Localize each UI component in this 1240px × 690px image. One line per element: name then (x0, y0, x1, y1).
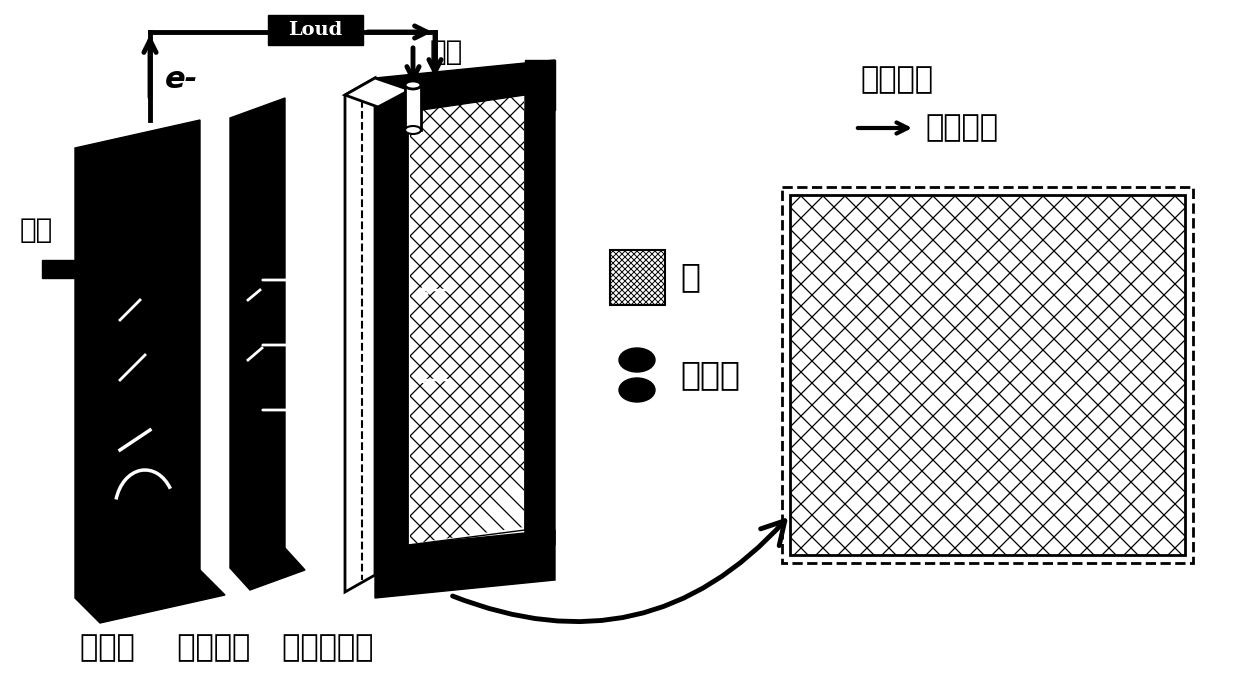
Ellipse shape (619, 348, 655, 372)
Polygon shape (42, 260, 81, 278)
Polygon shape (408, 95, 525, 545)
Bar (610, 250, 665, 305)
Polygon shape (74, 120, 200, 598)
Bar (268, 15, 363, 45)
Text: 出水: 出水 (430, 38, 464, 66)
Polygon shape (525, 95, 556, 545)
Polygon shape (345, 78, 374, 592)
Ellipse shape (405, 81, 422, 89)
Bar (790, 195, 1185, 555)
Ellipse shape (619, 378, 655, 402)
Text: 催化剂: 催化剂 (680, 359, 740, 391)
Text: Loud: Loud (288, 21, 342, 39)
Text: e-: e- (165, 66, 198, 95)
Polygon shape (74, 570, 224, 623)
Polygon shape (374, 112, 408, 548)
Text: 电流方向: 电流方向 (925, 113, 998, 143)
Polygon shape (229, 98, 285, 568)
Text: 阳极室    石英砂室   阴极催化膜: 阳极室 石英砂室 阴极催化膜 (81, 633, 373, 662)
FancyArrowPatch shape (453, 521, 785, 622)
Text: 膜: 膜 (680, 261, 701, 293)
Polygon shape (405, 85, 422, 130)
Text: 水流方向: 水流方向 (861, 66, 932, 95)
Ellipse shape (405, 126, 422, 134)
Polygon shape (525, 60, 556, 110)
Text: 进水: 进水 (20, 216, 53, 244)
Polygon shape (229, 548, 305, 590)
Bar (782, 187, 1193, 563)
Polygon shape (374, 530, 556, 598)
Polygon shape (345, 78, 410, 107)
Polygon shape (374, 60, 556, 128)
